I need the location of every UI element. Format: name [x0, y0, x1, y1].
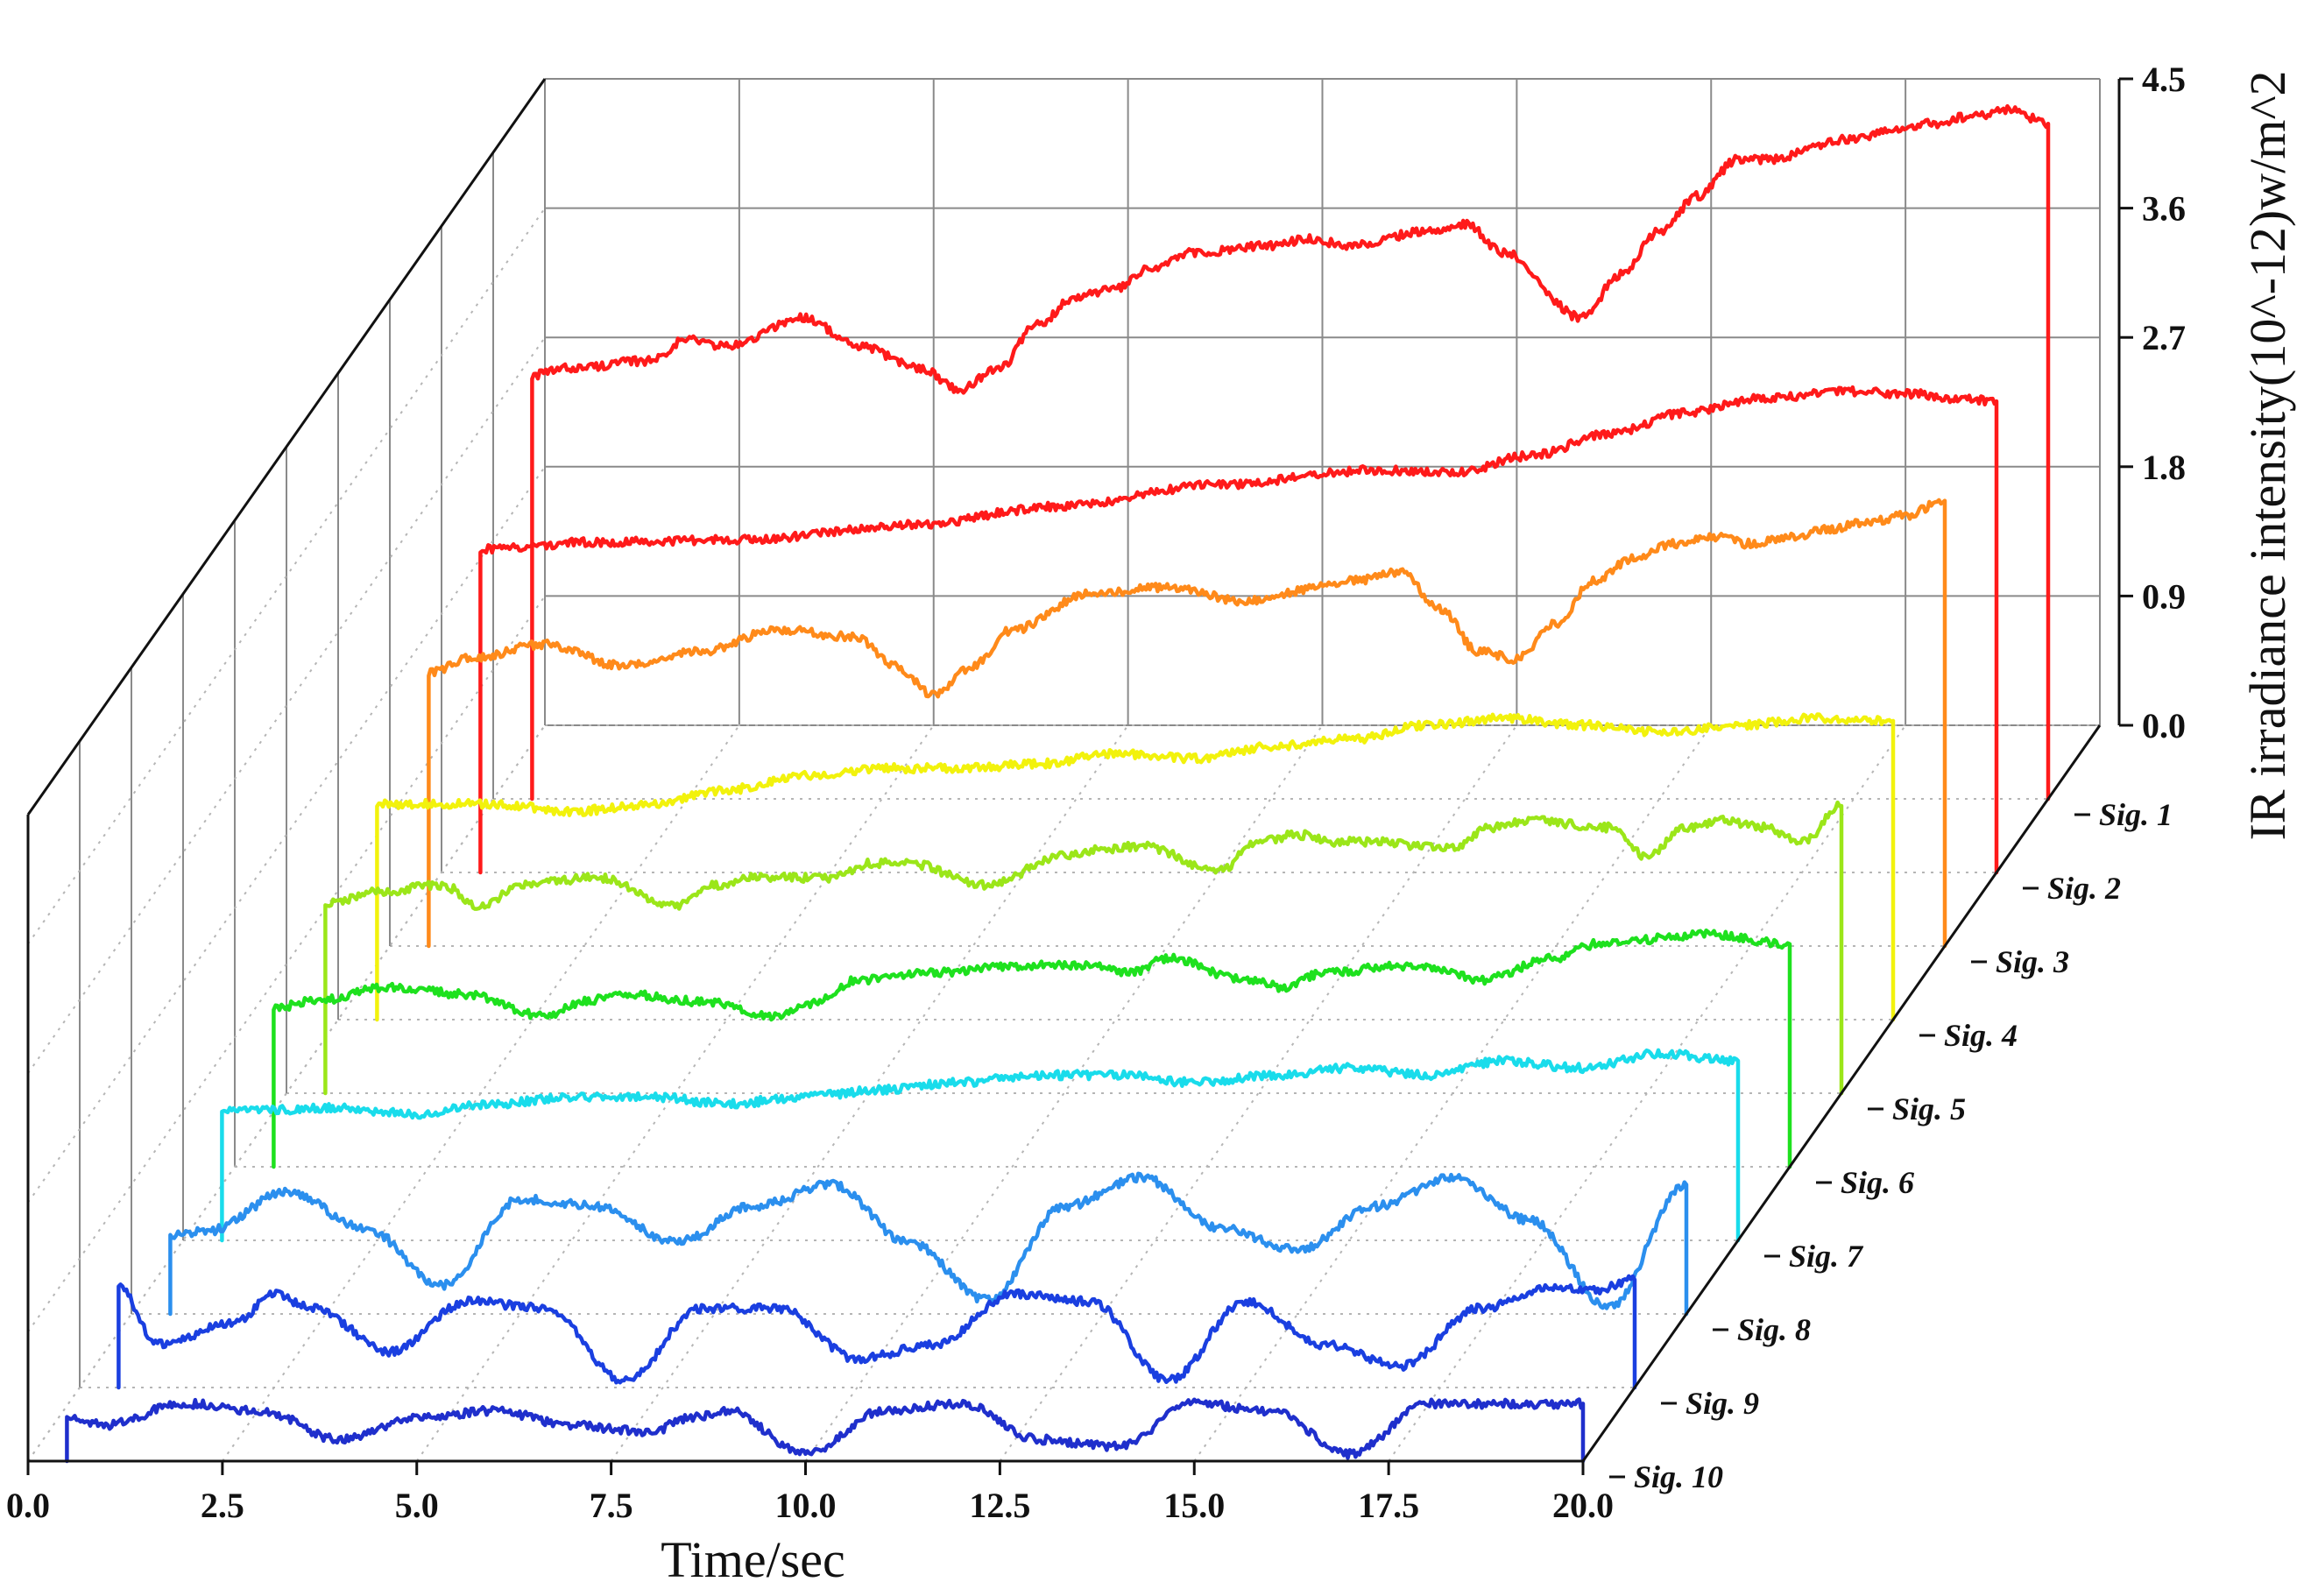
z-tick-label: 0.9: [2142, 576, 2186, 616]
x-tick-label: 7.5: [590, 1486, 633, 1525]
series-line: [65, 1397, 1586, 1464]
series-line: [323, 800, 1844, 1096]
left-wall-dline: [27, 466, 546, 1204]
series-label: Sig. 10: [1634, 1459, 1723, 1494]
x-tick-label: 17.5: [1358, 1486, 1419, 1525]
left-wall-dline: [27, 336, 546, 1074]
z-tick-label: 4.5: [2142, 60, 2186, 99]
series-label: Sig. 7: [1789, 1239, 1864, 1274]
z-tick-label: 0.0: [2142, 706, 2186, 745]
floor-grid-line: [415, 724, 935, 1462]
back-wall-grid: [544, 78, 2101, 726]
series-label: Sig. 9: [1685, 1386, 1759, 1421]
series-label: Sig. 5: [1892, 1091, 1966, 1126]
series-group: [65, 103, 2051, 1464]
floor-grid-line: [999, 724, 1518, 1462]
series-label: Sig. 2: [2047, 871, 2121, 906]
left-wall-dline: [27, 724, 546, 1462]
series-line: [117, 1274, 1637, 1390]
left-wall-grid: [27, 78, 546, 1462]
x-tick-label: 0.0: [6, 1486, 50, 1525]
series-line: [375, 712, 1896, 1022]
z-tick-label: 3.6: [2142, 189, 2186, 229]
x-tick-label: 10.0: [775, 1486, 837, 1525]
series-line: [168, 1171, 1689, 1317]
series-line: [530, 103, 2051, 802]
series-label: Sig. 3: [1996, 944, 2069, 979]
x-tick-label: 5.0: [395, 1486, 439, 1525]
series-line: [427, 498, 1947, 949]
z-axis-title: IR irradiance intensity(10^-12)w/m^2: [2239, 70, 2296, 840]
floor-grid-line: [1193, 724, 1713, 1462]
depth-axis-line: [1581, 724, 2102, 1462]
z-tick-label: 1.8: [2142, 448, 2186, 487]
floor-grid-line: [1388, 724, 1906, 1462]
left-wall-dline: [27, 595, 546, 1332]
x-axis-ticks: 0.0 2.5 5.0 7.5 10.0 12.5 15.0 17.5 20.0: [6, 1461, 1614, 1525]
x-tick-label: 20.0: [1552, 1486, 1614, 1525]
series-line: [220, 1048, 1741, 1243]
series-line: [272, 928, 1792, 1169]
series-label: Sig. 6: [1841, 1165, 1914, 1200]
floor-grid-line: [804, 724, 1324, 1462]
left-wall-dline: [27, 208, 546, 945]
series-line: [478, 385, 1999, 875]
axes: [26, 78, 2121, 1463]
x-tick-label: 2.5: [201, 1486, 244, 1525]
series-label: Sig. 1: [2099, 797, 2173, 832]
series-labels: Sig. 1 Sig. 2 Sig. 3 Sig. 4 Sig. 5 Sig. 6 Sig.…: [1609, 797, 2173, 1494]
z-axis-ticks: 0.0 0.9 1.8 2.7 3.6 4.5: [2119, 60, 2186, 745]
series-label: Sig. 8: [1737, 1312, 1811, 1347]
floor-grid-line: [222, 724, 740, 1462]
series-label: Sig. 4: [1944, 1018, 2018, 1053]
x-tick-label: 15.0: [1163, 1486, 1225, 1525]
z-tick-label: 2.7: [2142, 318, 2186, 357]
x-tick-label: 12.5: [969, 1486, 1030, 1525]
floor-grid-line: [610, 724, 1129, 1462]
top-left-edge-line: [26, 78, 547, 816]
x-axis-title: Time/sec: [661, 1531, 845, 1588]
